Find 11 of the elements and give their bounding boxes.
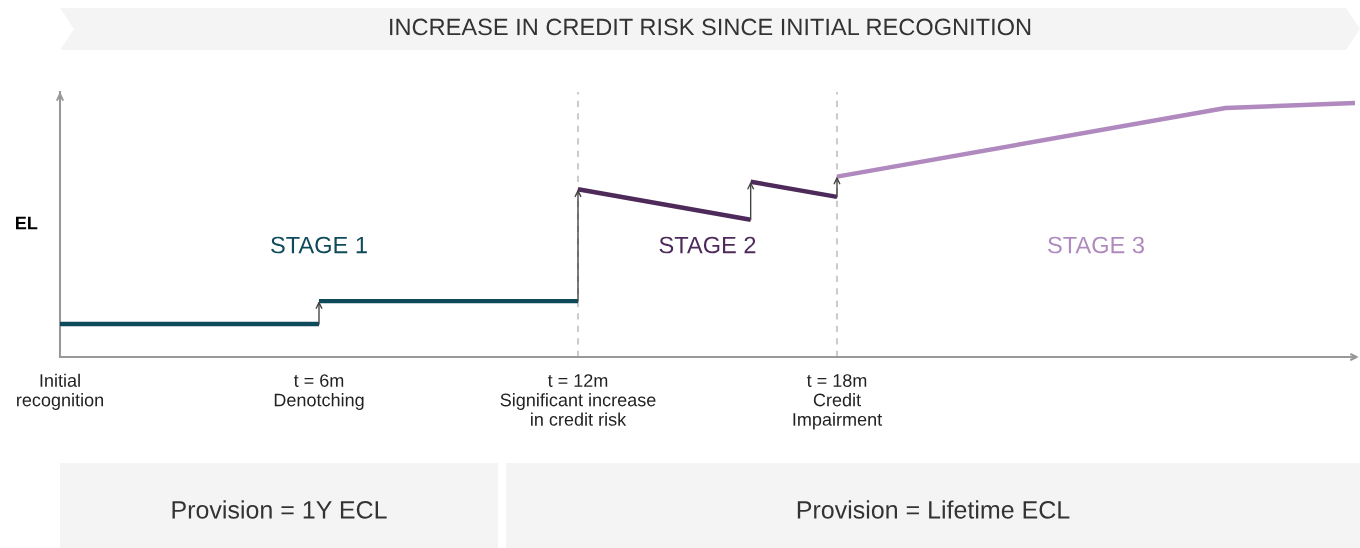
text: STAGE 1 <box>271 236 367 254</box>
series-label: STAGE 2 <box>659 236 756 254</box>
x-tick-label: t = 18m Credit Impairment <box>793 374 883 430</box>
text: STAGE 3 <box>1048 236 1144 254</box>
text: Provision = 1Y ECL <box>172 500 387 519</box>
x-tick-label: t = 6m Denotching <box>274 374 364 410</box>
text: Provision = Lifetime ECL <box>797 500 1070 519</box>
x-tick-label: Initial recognition <box>17 373 103 410</box>
chart-title: INCREASE IN CREDIT RISK SINCE INITIAL RECOGNITION <box>390 18 1031 36</box>
y-axis-title: EL <box>16 216 38 230</box>
x-tick-label: t = 12m Significant increase in credit risk <box>500 374 656 426</box>
